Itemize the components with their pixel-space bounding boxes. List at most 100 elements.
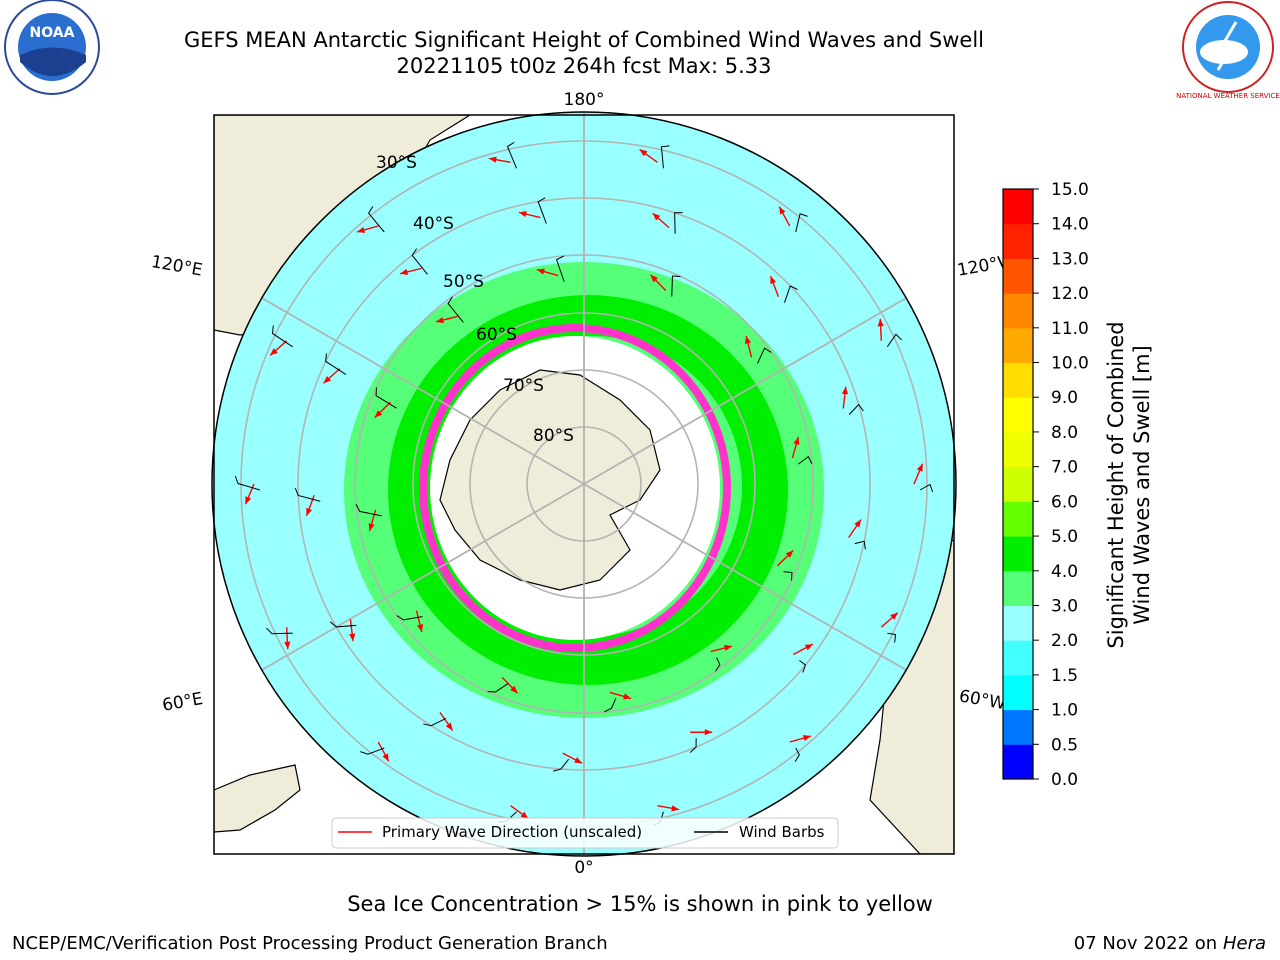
wave-arrow	[793, 643, 814, 673]
footer-date: 07 Nov 2022 on Hera	[1074, 933, 1266, 954]
wave-arrow	[791, 436, 813, 465]
lat-label-70s: 70°S	[503, 376, 544, 396]
wave-arrow	[652, 212, 683, 234]
wind-barb	[671, 275, 681, 297]
colorbar-label-line2: Wind Waves and Swell [m]	[1130, 345, 1154, 625]
colorbar-tick-label: 6.0	[1051, 492, 1078, 512]
wind-barb	[506, 141, 518, 169]
wave-arrow	[323, 353, 347, 384]
colorbar-tick-label: 14.0	[1051, 215, 1089, 235]
wave-arrow	[518, 197, 547, 224]
colorbar-segment	[1003, 744, 1033, 780]
colorbar-segment	[1003, 466, 1033, 502]
lat-label-80s: 80°S	[533, 426, 574, 446]
wind-barb	[294, 487, 321, 502]
chart-title: GEFS MEAN Antarctic Significant Height o…	[183, 28, 985, 52]
lon-label-120e: 120°E	[150, 252, 204, 281]
wave-arrow	[553, 752, 583, 772]
wave-arrow	[649, 274, 681, 297]
wind-barb	[423, 717, 447, 727]
wind-barb	[234, 475, 261, 491]
wave-arrow	[536, 255, 565, 282]
wave-arrow	[360, 741, 390, 762]
wave-arrow	[488, 141, 518, 169]
wind-barb	[487, 683, 509, 693]
wind-barb	[848, 403, 864, 415]
chart-subtitle: 20221105 t00z 264h fcst Max: 5.33	[396, 54, 772, 78]
wave-arrow	[294, 487, 321, 517]
wave-arrow	[769, 275, 798, 303]
legend-wave-label: Primary Wave Direction (unscaled)	[382, 823, 642, 841]
colorbar-segment	[1003, 293, 1033, 329]
wave-arrow	[435, 296, 464, 324]
lon-label-180: 180°	[564, 90, 605, 110]
lat-label-40s: 40°S	[413, 214, 454, 234]
lon-label-0: 0°	[574, 858, 593, 878]
colorbar-segment	[1003, 674, 1033, 711]
wave-arrow	[913, 463, 934, 493]
wave-arrow	[374, 387, 397, 419]
wave-arrow	[778, 206, 808, 233]
wind-barb	[447, 296, 464, 323]
colorbar-segment	[1003, 709, 1033, 745]
map-legend: Primary Wave Direction (unscaled) Wind B…	[331, 817, 839, 849]
colorbar-segment	[1003, 258, 1033, 294]
footer-date-text: 07 Nov 2022 on	[1073, 933, 1218, 954]
wind-barb	[537, 197, 547, 224]
wind-barb	[689, 738, 697, 753]
colorbar-segment	[1003, 640, 1033, 676]
wind-barb	[271, 325, 293, 348]
colorbar-tick-label: 1.5	[1051, 666, 1078, 686]
wave-arrow	[234, 475, 261, 505]
wind-barb	[375, 387, 397, 409]
wind-barb	[355, 504, 382, 517]
colorbar-tick-label: 7.0	[1051, 458, 1078, 478]
colorbar-tick-label: 0.5	[1051, 735, 1078, 755]
wind-barb	[266, 627, 293, 635]
wind-barb	[887, 632, 897, 643]
map-frame	[213, 114, 955, 855]
wind-barb	[757, 347, 772, 364]
wind-barb	[368, 206, 385, 233]
wave-arrow	[356, 206, 385, 233]
wave-arrow	[776, 549, 794, 581]
wave-direction-arrows	[234, 141, 934, 827]
colorbar-segment	[1003, 362, 1033, 398]
colorbar-tick-label: 4.0	[1051, 562, 1078, 582]
colorbar-segment	[1003, 501, 1033, 537]
sea-ice-note: Sea Ice Concentration > 15% is shown in …	[347, 892, 933, 916]
wind-barb	[795, 213, 808, 233]
wind-barb	[783, 285, 798, 303]
wave-arrow	[710, 644, 733, 672]
colorbar-tick-label: 1.0	[1051, 701, 1078, 721]
colorbar-segment	[1003, 189, 1033, 225]
wind-barb	[660, 145, 670, 169]
colorbar-tick-label: 3.0	[1051, 596, 1078, 616]
colorbar: 0.0 0.5 1.0 1.5 2.0 3.0 4.0 5.0 6.0 7.0 8.0 9.0 10.0…	[1002, 180, 1089, 790]
legend-barb-label: Wind Barbs	[739, 823, 825, 841]
colorbar-tick-label: 2.0	[1051, 631, 1078, 651]
footer-credit: NCEP/EMC/Verification Post Processing Pr…	[12, 933, 608, 954]
wave-arrow	[848, 519, 866, 550]
wind-barb	[886, 333, 902, 348]
footer-host: Hera	[1222, 933, 1266, 954]
wind-barb	[799, 660, 807, 673]
wave-arrow	[355, 504, 382, 532]
wind-barb	[854, 540, 866, 550]
wave-arrow	[789, 735, 812, 762]
wind-barb	[794, 747, 800, 762]
map-boundary	[211, 111, 957, 857]
wave-arrow	[880, 612, 899, 643]
nws-logo-text: NATIONAL WEATHER SERVICE	[1176, 92, 1280, 100]
colorbar-segment	[1003, 223, 1033, 259]
wind-barb	[553, 758, 570, 772]
wave-arrow	[396, 610, 424, 633]
lat-label-30s: 30°S	[376, 153, 417, 173]
colorbar-segment	[1003, 536, 1033, 572]
colorbar-tick-label: 11.0	[1051, 319, 1089, 339]
wave-arrow	[744, 335, 772, 364]
wind-barb	[329, 621, 357, 628]
wind-barb	[674, 212, 683, 234]
lat-label-60s: 60°S	[476, 325, 517, 345]
